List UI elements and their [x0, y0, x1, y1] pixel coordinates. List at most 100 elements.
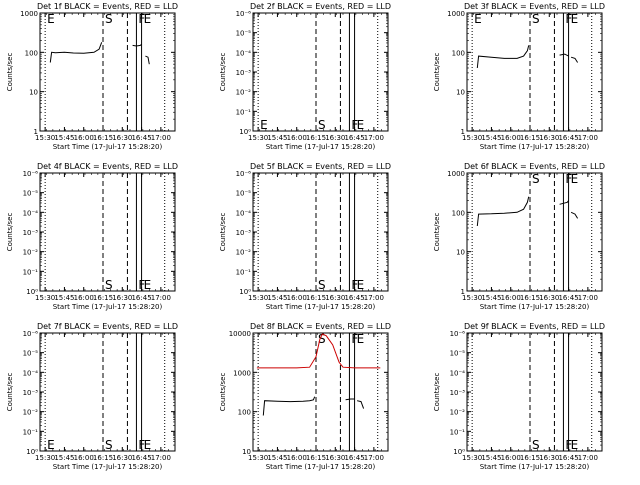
x-tick-label: 16:30	[539, 134, 559, 142]
y-tick-label: 10⁻⁶	[23, 170, 39, 178]
event-marker-label: E	[571, 12, 579, 26]
y-axis-label: Counts/sec	[219, 213, 227, 252]
y-axis-label: Counts/sec	[6, 373, 14, 412]
plot-title: Det 2f BLACK = Events, RED = LLD	[250, 2, 391, 11]
x-tick-label: 15:30	[35, 134, 55, 142]
y-tick-label: 10⁻²	[236, 249, 252, 257]
y-tick-label: 10⁻⁴	[23, 209, 39, 217]
y-tick-label: 10⁻²	[23, 249, 39, 257]
y-tick-label: 10⁰	[26, 448, 38, 456]
y-tick-label: 100	[238, 409, 251, 417]
y-tick-label: 10⁻⁴	[236, 49, 252, 57]
x-tick-label: 15:45	[54, 134, 74, 142]
y-tick-label: 10000	[229, 330, 251, 338]
event-marker-label: S	[532, 12, 540, 26]
series-line	[256, 333, 381, 369]
event-marker-label: E	[571, 172, 579, 186]
x-tick-label: 15:45	[481, 454, 501, 462]
y-tick-label: 10⁻⁵	[236, 190, 252, 198]
plot-frame	[39, 172, 176, 292]
series-line	[570, 211, 579, 219]
y-axis-label: Counts/sec	[6, 213, 14, 252]
y-tick-label: 10⁻¹	[236, 108, 252, 116]
event-marker-label: E	[47, 12, 55, 26]
y-tick-label: 10⁻³	[236, 229, 252, 237]
x-tick-label: 16:30	[325, 294, 345, 302]
x-axis-label: Start Time (17-Jul-17 15:28:20)	[480, 463, 590, 471]
y-tick-label: 10	[29, 89, 38, 97]
series-line	[345, 398, 355, 401]
plot-title: Det 1f BLACK = Events, RED = LLD	[37, 2, 178, 11]
series-line	[559, 53, 569, 57]
y-tick-label: 1	[34, 128, 38, 136]
series-line	[356, 400, 365, 409]
x-tick-label: 17:00	[364, 134, 384, 142]
y-tick-label: 10⁰	[239, 128, 251, 136]
event-marker-label: S	[318, 278, 326, 292]
x-axis-label: Start Time (17-Jul-17 15:28:20)	[53, 463, 163, 471]
x-tick-label: 16:15	[93, 454, 113, 462]
series-line	[476, 45, 530, 69]
event-marker-label: S	[532, 438, 540, 452]
y-tick-label: 10⁻³	[450, 389, 466, 397]
x-tick-label: 16:15	[306, 134, 326, 142]
x-tick-label: 15:30	[248, 294, 268, 302]
series-line	[476, 196, 530, 227]
x-tick-label: 16:45	[344, 134, 364, 142]
y-tick-label: 10⁻¹	[236, 268, 252, 276]
y-tick-label: 10⁻³	[23, 229, 39, 237]
x-tick-label: 15:30	[248, 454, 268, 462]
series-line	[132, 43, 142, 47]
x-tick-label: 16:00	[287, 454, 307, 462]
x-tick-label: 15:30	[35, 294, 55, 302]
x-tick-label: 15:45	[267, 134, 287, 142]
event-marker-label: E	[47, 438, 55, 452]
event-marker-label: E	[357, 278, 365, 292]
x-tick-label: 16:15	[520, 134, 540, 142]
plot-title: Det 7f BLACK = Events, RED = LLD	[37, 322, 178, 331]
y-tick-label: 10⁻⁴	[23, 369, 39, 377]
x-tick-label: 16:00	[74, 454, 94, 462]
y-axis-label: Counts/sec	[219, 53, 227, 92]
plot-panel-6: Det 6f BLACK = Events, RED = LLD 1 10 100 10…	[433, 162, 605, 311]
x-tick-label: 17:00	[151, 134, 171, 142]
x-tick-label: 16:45	[558, 134, 578, 142]
event-marker-label: E	[144, 12, 152, 26]
y-tick-label: 10⁻⁶	[450, 330, 466, 338]
x-axis-label: Start Time (17-Jul-17 15:28:20)	[53, 303, 163, 311]
event-marker-label: S	[318, 332, 326, 346]
x-tick-label: 16:30	[112, 294, 132, 302]
series-line	[145, 55, 150, 65]
event-marker-label: E	[474, 12, 482, 26]
y-tick-label: 10⁻⁵	[23, 190, 39, 198]
y-tick-label: 10⁻¹	[23, 268, 39, 276]
y-tick-label: 10⁻⁵	[236, 30, 252, 38]
x-tick-label: 15:45	[267, 294, 287, 302]
y-tick-label: 10⁻⁶	[236, 170, 252, 178]
plot-frame	[39, 332, 176, 452]
x-tick-label: 16:30	[539, 454, 559, 462]
x-tick-label: 16:45	[558, 294, 578, 302]
plot-frame	[466, 12, 603, 132]
event-marker-label: E	[144, 278, 152, 292]
plot-frame	[39, 12, 176, 132]
x-tick-label: 16:30	[539, 294, 559, 302]
x-tick-label: 16:00	[74, 134, 94, 142]
event-marker-label: S	[105, 278, 113, 292]
x-tick-label: 17:00	[364, 294, 384, 302]
event-marker-label: E	[357, 332, 365, 346]
y-tick-label: 10⁰	[26, 288, 38, 296]
x-tick-label: 15:30	[35, 454, 55, 462]
x-tick-label: 16:30	[325, 454, 345, 462]
y-axis-label: Counts/sec	[433, 53, 441, 92]
series-line	[49, 42, 103, 63]
x-tick-label: 16:00	[287, 294, 307, 302]
y-tick-label: 10⁻⁵	[23, 350, 39, 358]
y-tick-label: 10⁻³	[236, 69, 252, 77]
y-tick-label: 10⁻²	[236, 89, 252, 97]
y-tick-label: 10⁻¹	[23, 428, 39, 436]
plot-panel-3: Det 3f BLACK = Events, RED = LLD 1 10 100 10…	[433, 2, 605, 151]
x-axis-label: Start Time (17-Jul-17 15:28:20)	[480, 303, 590, 311]
series-line	[559, 200, 570, 205]
